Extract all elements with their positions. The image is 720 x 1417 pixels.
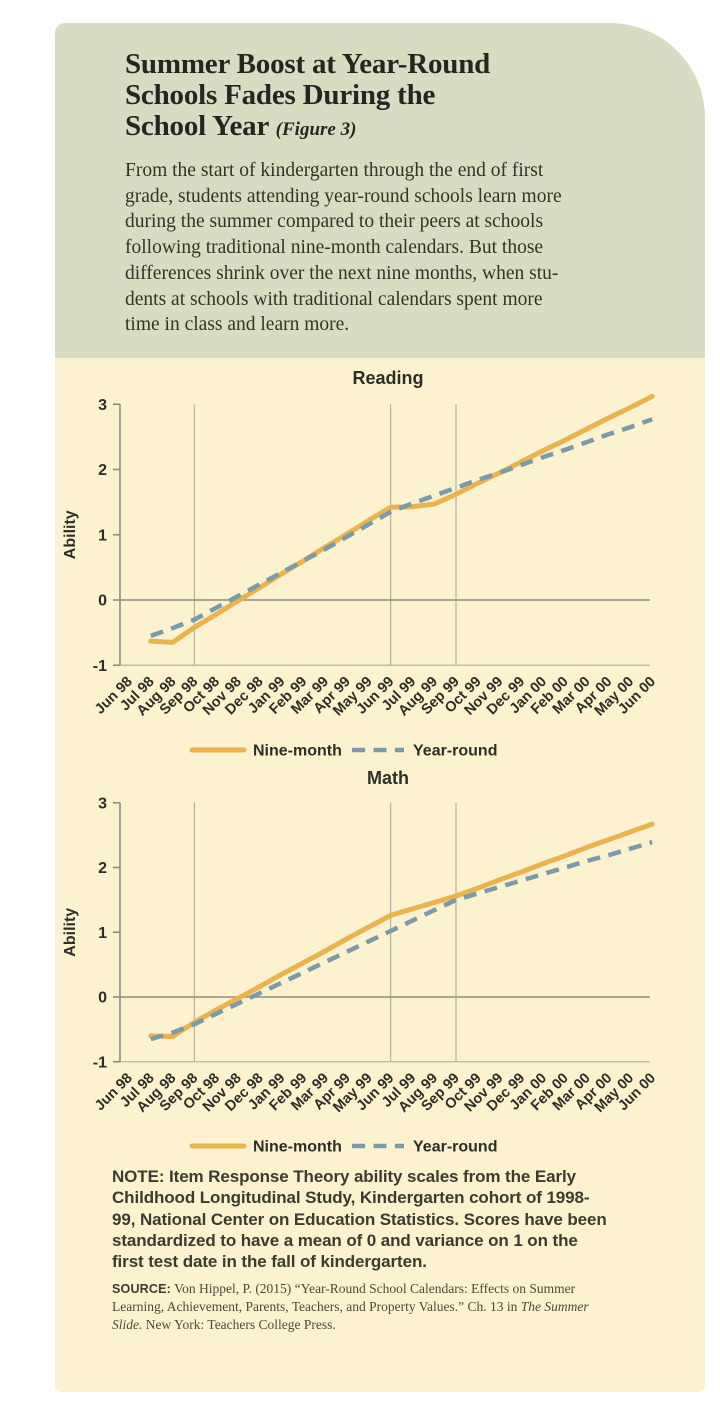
text-line: first test date in the fall of kindergar… (112, 1252, 427, 1272)
text-line: during the summer compared to their peer… (125, 211, 544, 233)
source-line: Learning, Achievement, Parents, Teachers… (112, 1298, 589, 1316)
figure-title: Summer Boost at Year-Round Schools Fades… (125, 49, 665, 145)
chart-title: Reading (352, 368, 423, 388)
y-tick-label: -1 (93, 658, 107, 675)
text-line: grade, students attending year-round sch… (125, 185, 562, 207)
source-segment: Von Hippel, P. (2015) “Year-Round School… (171, 1281, 576, 1296)
y-tick-label: 0 (98, 990, 107, 1007)
series-line-year-round (150, 417, 653, 639)
legend-year-round-label: Year-round (413, 1139, 497, 1156)
figure-number-label: (Figure 3) (275, 119, 357, 140)
y-axis-label: Ability (62, 510, 79, 559)
figure-header: Summer Boost at Year-Round Schools Fades… (55, 23, 705, 358)
y-tick-label: 2 (98, 462, 107, 479)
note-text: NOTE: Item Response Theory ability scale… (112, 1166, 607, 1272)
chart-title: Math (367, 768, 409, 788)
text-line: time in class and learn more. (125, 314, 350, 336)
text-line: standardized to have a mean of 0 and var… (112, 1230, 578, 1250)
text-line: Childhood Longitudinal Study, Kindergart… (112, 1188, 590, 1208)
y-tick-label: 3 (98, 795, 107, 812)
source-segment: Learning, Achievement, Parents, Teachers… (112, 1299, 521, 1314)
source-line: SOURCE: Von Hippel, P. (2015) “Year-Roun… (112, 1280, 589, 1298)
series-line-nine-month (148, 393, 655, 645)
source-segment: Slide. (112, 1317, 143, 1332)
figure-title-line3: School Year (125, 110, 269, 142)
text-line: 99, National Center on Education Statist… (112, 1209, 607, 1229)
y-tick-label: 1 (98, 527, 107, 544)
charts-section: Reading Ability 3 2 1 0 -1 Jun 98 Jul 98 Aug 98 Se… (55, 358, 705, 1392)
y-tick-label: 0 (98, 593, 107, 610)
y-tick-label: 2 (98, 860, 107, 877)
y-tick-label: 3 (98, 397, 107, 414)
source-segment: SOURCE: (112, 1282, 172, 1296)
text-line: following traditional nine-month calenda… (125, 237, 544, 259)
y-tick-label: 1 (98, 925, 107, 942)
figure-intro-text: From the start of kindergarten through t… (125, 158, 665, 338)
y-axis-label: Ability (62, 908, 79, 957)
figure-title-line1: Summer Boost at Year-Round (125, 48, 491, 80)
legend-nine-month-label: Nine-month (253, 743, 342, 760)
text-line: differences shrink over the next nine mo… (125, 262, 559, 284)
legend-nine-month-label: Nine-month (253, 1139, 342, 1156)
source-segment: The Summer (520, 1299, 589, 1314)
source-citation: SOURCE: Von Hippel, P. (2015) “Year-Roun… (112, 1280, 589, 1334)
text-line: dents at schools with traditional calend… (125, 288, 543, 310)
figure-panel: Summer Boost at Year-Round Schools Fades… (55, 23, 705, 1392)
y-tick-label: -1 (93, 1054, 107, 1071)
series-line-year-round (150, 840, 653, 1042)
legend-year-round-label: Year-round (413, 743, 497, 760)
series-line-nine-month (148, 821, 655, 1039)
text-line: From the start of kindergarten through t… (125, 160, 544, 181)
source-segment: New York: Teachers College Press. (142, 1317, 336, 1332)
source-line: Slide. New York: Teachers College Press. (112, 1316, 589, 1334)
text-line: NOTE: Item Response Theory ability scale… (112, 1167, 576, 1186)
figure-title-line2: Schools Fades During the (125, 79, 436, 111)
